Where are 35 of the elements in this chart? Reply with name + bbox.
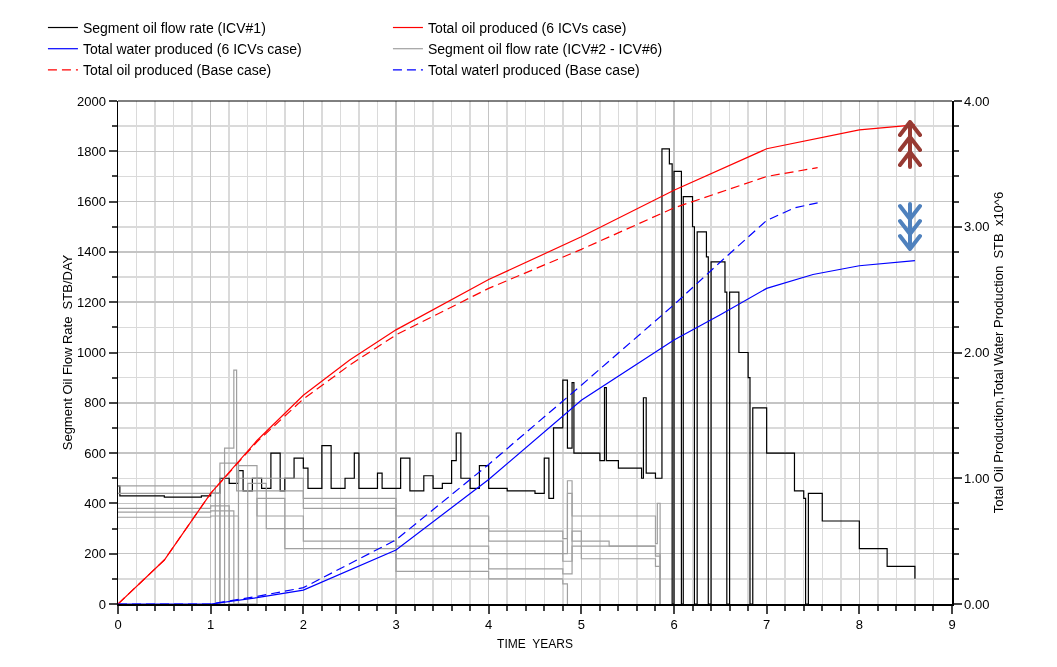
y-tick-label: 1400 <box>76 244 106 260</box>
legend-label: Total waterl produced (Base case) <box>427 62 640 79</box>
legend-label: Total water produced (6 ICVs case) <box>82 41 302 58</box>
y2-tick-label: 1.00 <box>964 470 990 486</box>
y-tick-label: 800 <box>84 395 106 411</box>
x-tick-label: 6 <box>670 617 678 633</box>
y2-tick-label: 3.00 <box>964 219 990 235</box>
legend-label: Total oil produced (Base case) <box>82 62 272 79</box>
y2-tick-label: 0.00 <box>964 596 990 612</box>
x-tick-label: 3 <box>392 617 400 633</box>
legend-label: Segment oil flow rate (ICV#2 - ICV#6) <box>427 41 663 58</box>
legend-label: Total oil produced (6 ICVs case) <box>427 19 627 36</box>
x-tick-label: 8 <box>855 617 863 633</box>
x-tick-label: 4 <box>485 617 493 633</box>
y-tick-label: 1200 <box>76 294 106 310</box>
x-tick-label: 1 <box>207 617 215 633</box>
x-tick-label: 9 <box>948 617 956 633</box>
y-tick-label: 200 <box>84 546 106 562</box>
y-tick-label: 400 <box>84 495 106 511</box>
x-tick-label: 2 <box>299 617 307 633</box>
y-tick-label: 0 <box>98 596 106 612</box>
x-tick-label: 5 <box>577 617 585 633</box>
legend-label: Segment oil flow rate (ICV#1) <box>82 19 266 36</box>
y2-axis-title: Total Oil Production,Total Water Production STB x10^6 <box>991 191 1007 514</box>
y-axis-title: Segment Oil Flow Rate STB/DAY <box>59 254 75 451</box>
y-tick-label: 1000 <box>76 345 106 361</box>
y2-tick-label: 4.00 <box>964 93 990 109</box>
y2-tick-label: 2.00 <box>964 345 990 361</box>
y-tick-label: 600 <box>84 445 106 461</box>
x-tick-label: 7 <box>763 617 771 633</box>
y-tick-label: 1800 <box>76 143 106 159</box>
x-axis-title: TIME YEARS <box>497 636 573 651</box>
y-tick-label: 2000 <box>76 93 106 109</box>
x-tick-label: 0 <box>114 617 122 633</box>
y-tick-label: 1600 <box>76 194 106 210</box>
